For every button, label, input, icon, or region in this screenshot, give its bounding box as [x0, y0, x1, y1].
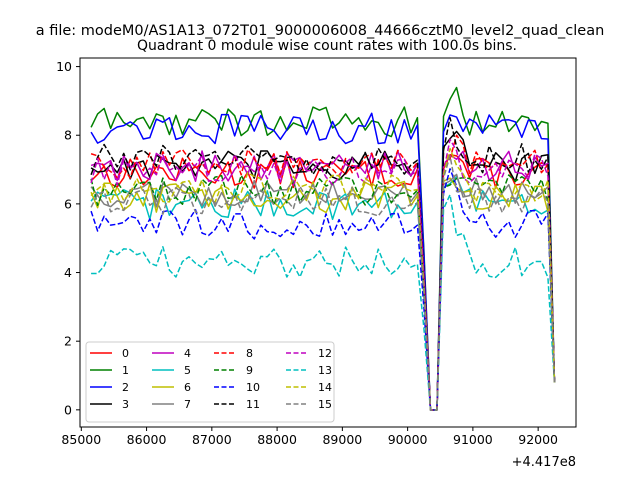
- x-offset-label: +4.417e8: [512, 455, 576, 470]
- x-tick-label: 91000: [453, 432, 493, 447]
- series-line-7: [90, 173, 556, 411]
- x-tick-label: 87000: [192, 432, 232, 447]
- series-line-6: [90, 177, 556, 411]
- legend-label-11: 11: [246, 398, 260, 411]
- legend-label-3: 3: [122, 398, 129, 411]
- y-tick-label: 8: [64, 128, 72, 143]
- series-line-9: [90, 174, 556, 411]
- series-line-1: [90, 86, 556, 411]
- x-tick-label: 85000: [61, 432, 101, 447]
- series-layer: [90, 86, 556, 411]
- axes: 85000 86000 87000 88000 89000 90000 91000 92000…: [56, 57, 577, 447]
- legend-label-7: 7: [184, 398, 191, 411]
- x-tick-label: 89000: [322, 432, 362, 447]
- figure-suptitle: a file: modeM0/AS1A13_072T01_9000006008_…: [36, 23, 605, 39]
- legend-label-4: 4: [184, 347, 191, 360]
- x-tick-label: 90000: [388, 432, 428, 447]
- legend-label-12: 12: [318, 347, 332, 360]
- legend-label-6: 6: [184, 381, 191, 394]
- y-tick-label: 10: [56, 59, 72, 74]
- chart-title: Quadrant 0 module wise count rates with …: [137, 38, 517, 54]
- y-tick-label: 4: [64, 265, 72, 280]
- y-tick-label: 6: [64, 196, 72, 211]
- legend-label-2: 2: [122, 381, 129, 394]
- series-line-14: [90, 147, 556, 411]
- legend-label-10: 10: [246, 381, 260, 394]
- plot-frame: [79, 57, 577, 428]
- legend-label-8: 8: [246, 347, 253, 360]
- legend-label-5: 5: [184, 364, 191, 377]
- series-line-13: [91, 193, 556, 411]
- legend-label-0: 0: [122, 347, 129, 360]
- legend-label-9: 9: [246, 364, 253, 377]
- series-line-5: [90, 176, 556, 411]
- series-line-12: [90, 138, 556, 411]
- y-tick-label: 0: [64, 402, 72, 417]
- x-tick-label: 88000: [257, 432, 297, 447]
- series-line-8: [90, 134, 556, 411]
- x-tick-label: 92000: [518, 432, 558, 447]
- series-line-11: [90, 116, 556, 411]
- x-tick-label: 86000: [127, 432, 167, 447]
- legend-label-14: 14: [318, 381, 332, 394]
- legend-label-15: 15: [318, 398, 332, 411]
- y-tick-label: 2: [64, 334, 72, 349]
- legend-box: [85, 341, 335, 423]
- legend-label-13: 13: [318, 364, 332, 377]
- legend-label-1: 1: [122, 364, 129, 377]
- series-line-15: [90, 155, 556, 411]
- series-line-2: [90, 112, 556, 411]
